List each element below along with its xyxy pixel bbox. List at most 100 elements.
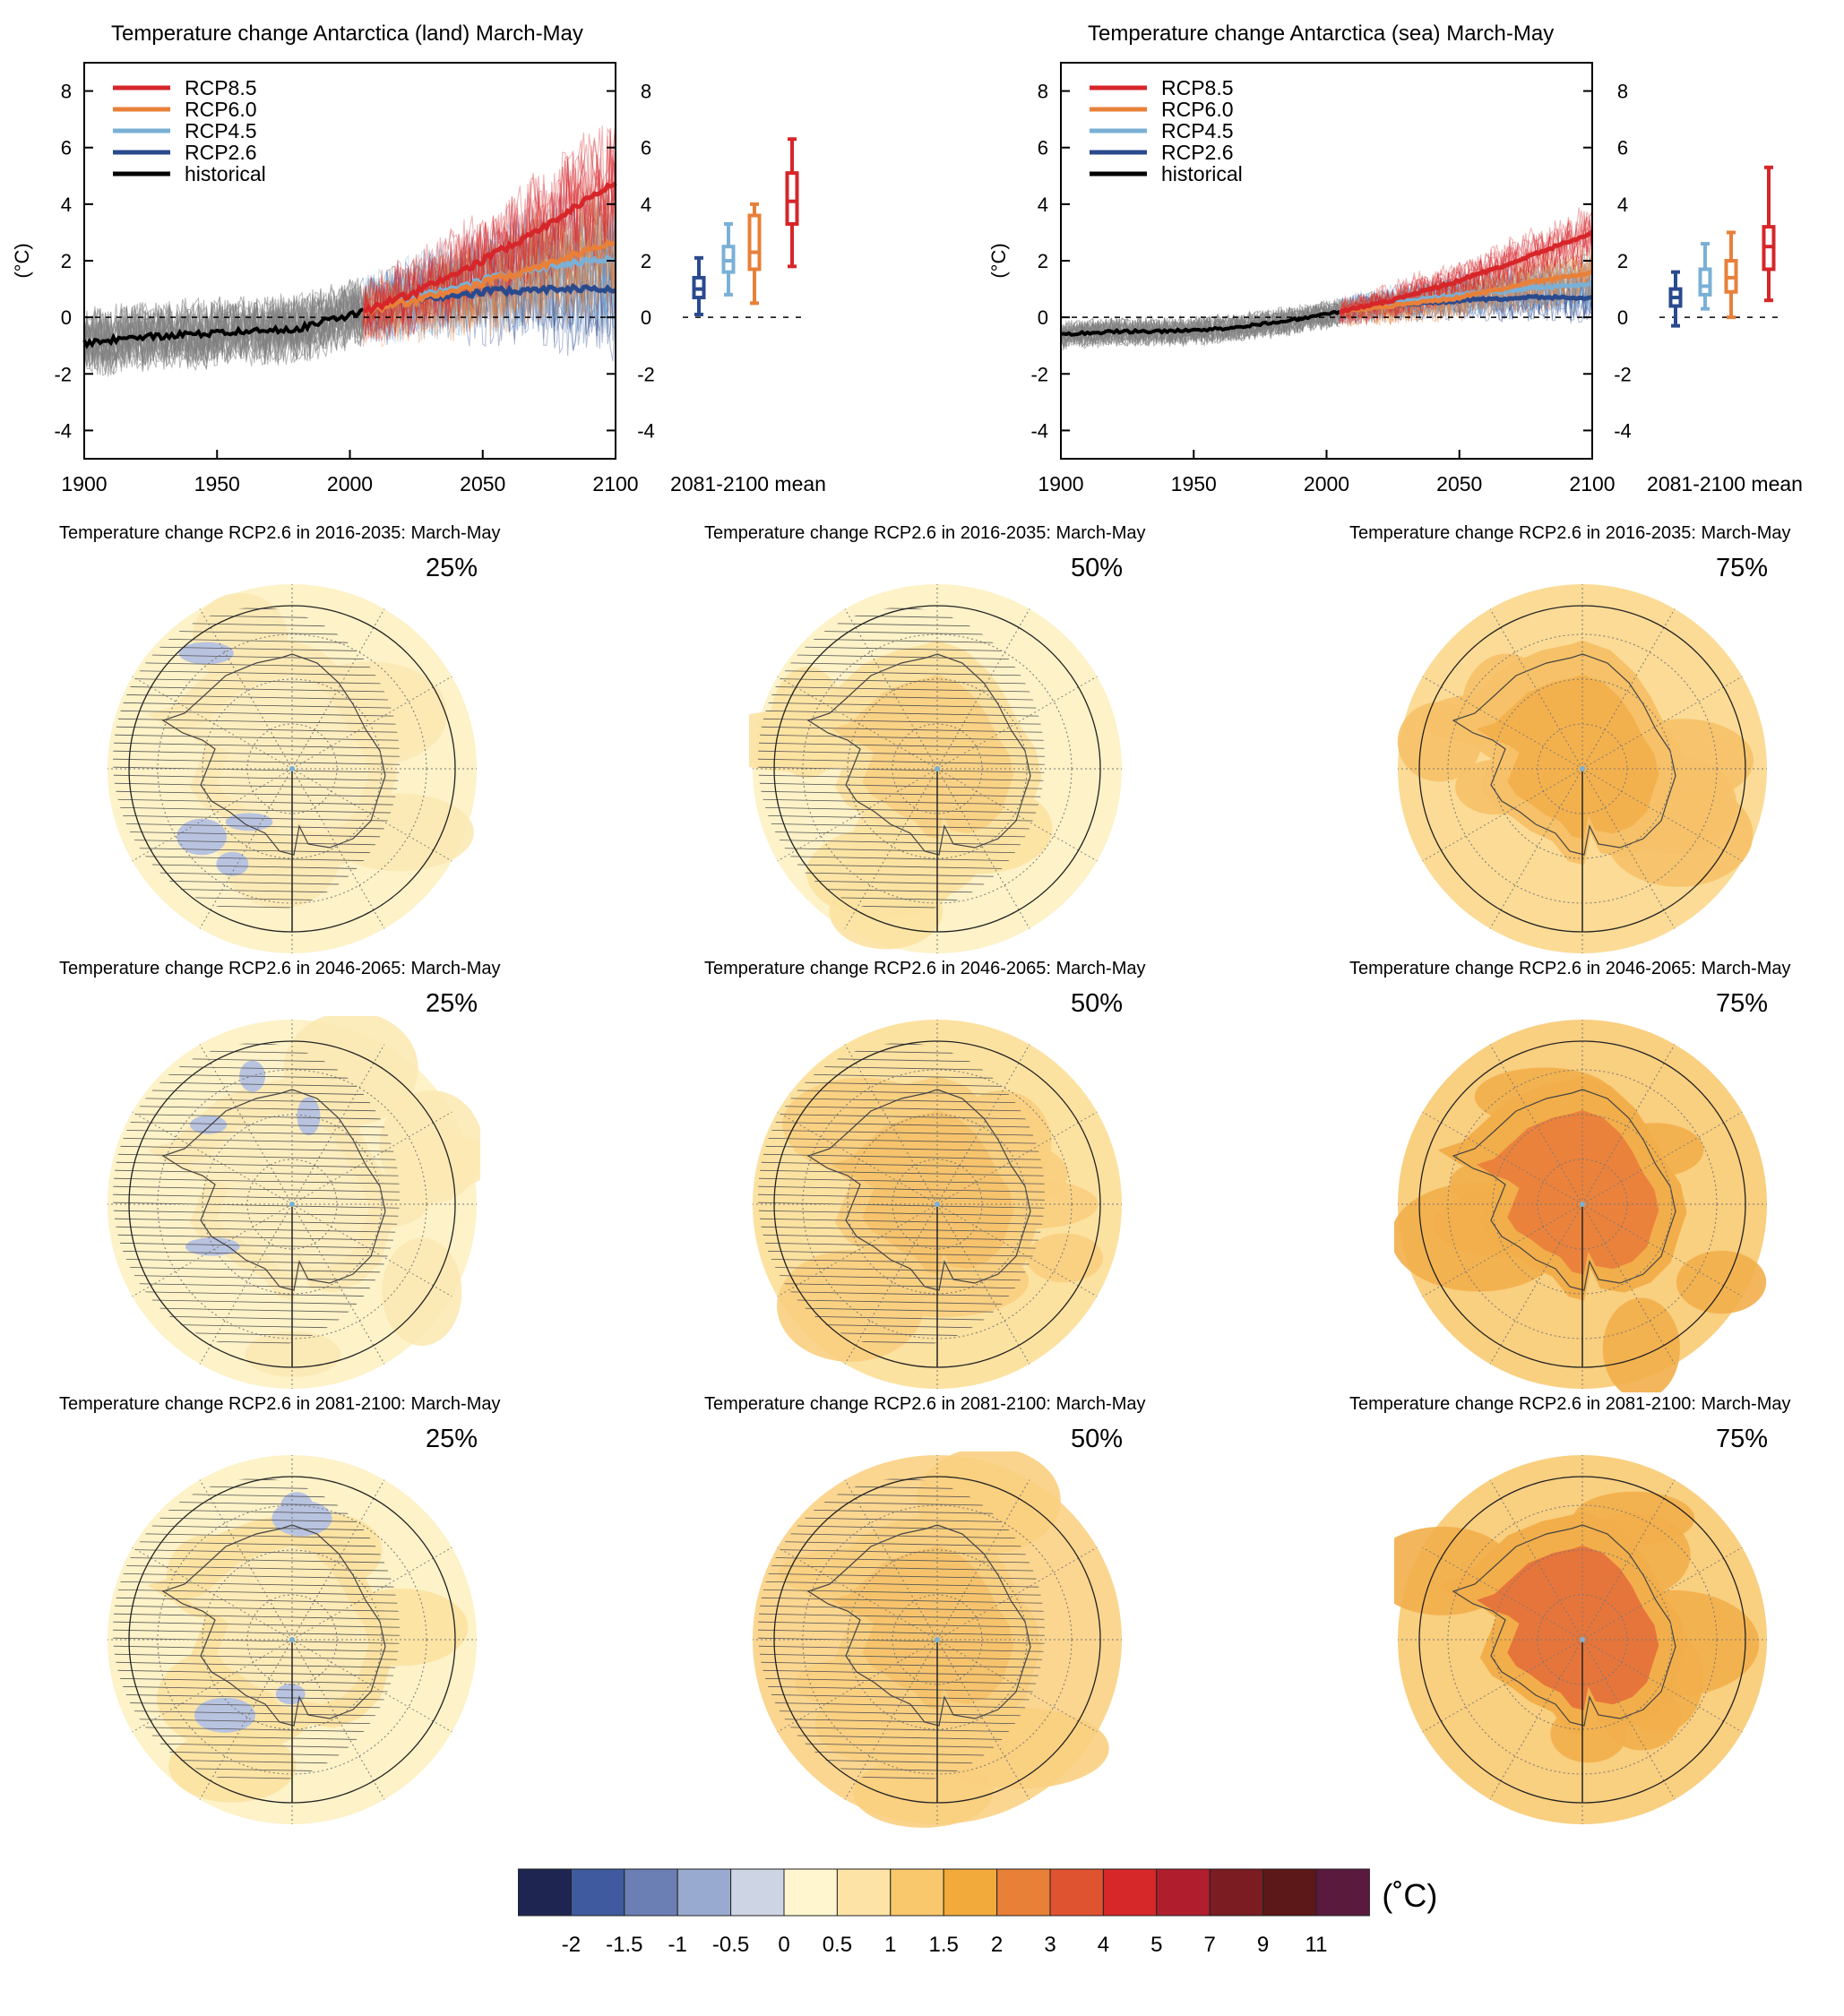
meridian [291, 1044, 385, 1205]
meridian [1581, 768, 1676, 929]
meridian [1489, 1203, 1583, 1365]
meridian [936, 1044, 1030, 1205]
x-tick-label: 2050 [460, 472, 505, 495]
meridian [291, 1546, 452, 1641]
map-percentile-label: 25% [426, 1425, 478, 1453]
meridian [199, 608, 293, 770]
coastline [806, 653, 1031, 856]
series-line-RCP6.0 [1339, 269, 1593, 315]
anomaly-patch [1476, 1110, 1659, 1275]
ensemble-member [1339, 267, 1592, 323]
coastline [161, 1524, 386, 1727]
ensemble-member [362, 178, 616, 325]
meridian [777, 1203, 938, 1297]
map-title: Temperature change RCP2.6 in 2081-2100: … [1349, 1394, 1791, 1414]
colorbar-swatch [1156, 1868, 1211, 1917]
meridian [1489, 608, 1583, 770]
y-tick-label: 4 [641, 194, 651, 216]
x-tick-label: 1950 [1171, 472, 1217, 495]
legend-label: RCP8.5 [185, 76, 257, 99]
meridian [132, 1546, 293, 1641]
colorbar-label: 4 [1098, 1933, 1109, 1957]
y-tick-label: 2 [61, 250, 72, 272]
meridian [132, 1639, 293, 1733]
map-panel: Temperature change RCP2.6 in 2016-2035: … [1290, 518, 1844, 955]
cooling-patch [178, 642, 234, 665]
cooling-patch [225, 813, 273, 831]
x-tick-label: 2000 [327, 472, 373, 495]
colorbar-swatch [1102, 1868, 1158, 1917]
polar-map [753, 1452, 1122, 1828]
box-RCP8.5 [785, 171, 799, 226]
meridian [936, 1111, 1098, 1205]
ensemble-member [1340, 207, 1592, 322]
legend-label: RCP6.0 [185, 98, 257, 121]
polar-map [1394, 1020, 1767, 1392]
meridian [132, 676, 293, 770]
legend-label: RCP2.6 [1161, 141, 1234, 164]
anomaly-patch [930, 1708, 1109, 1789]
colorbar-label: -0.5 [712, 1933, 749, 1957]
ensemble-member [362, 213, 616, 329]
y-tick-label: -4 [1614, 419, 1632, 442]
meridian [1422, 1639, 1583, 1733]
ensemble-member [1339, 259, 1592, 324]
meridian [132, 1111, 293, 1205]
series-line-RCP8.5 [363, 181, 617, 315]
meridian [844, 1479, 938, 1641]
anomaly-patch [853, 1757, 993, 1828]
colorbar-swatch [730, 1868, 785, 1917]
polar-map [108, 1455, 477, 1824]
map-title: Temperature change RCP2.6 in 2016-2035: … [1349, 523, 1791, 543]
colorbar-label: -1 [668, 1933, 687, 1957]
meridian [844, 1044, 938, 1205]
meridian [199, 1639, 293, 1800]
y-axis-label: (°C) [987, 243, 1010, 278]
colorbar-swatch [996, 1868, 1051, 1917]
coastline [1452, 653, 1676, 856]
x-tick-label: 2000 [1304, 472, 1349, 495]
anomaly-patch [185, 675, 369, 840]
colorbar-label: 5 [1150, 1933, 1162, 1957]
anomaly-patch [1026, 1233, 1103, 1283]
x-tick-label: 2100 [592, 472, 638, 495]
meridian [844, 1203, 938, 1365]
meridian [291, 1203, 452, 1297]
box-axis-label: 2081-2100 mean [1647, 472, 1803, 495]
polar-map [108, 1016, 480, 1389]
map-panel: Temperature change RCP2.6 in 2046-2065: … [0, 953, 615, 1391]
colorbar-label: -2 [562, 1933, 581, 1957]
meridian [936, 1203, 1030, 1365]
meridian [844, 1639, 938, 1800]
ensemble-member [362, 189, 616, 335]
timeseries-chart-land: 8 8 6 6 4 4 2 2 0 0 -2 -2 -4 -4 1900 1950 2000 2050 2100 (°… [11, 62, 826, 495]
polar-map [1397, 584, 1767, 953]
x-tick-label: 1950 [194, 472, 240, 495]
meridian [1581, 1639, 1743, 1733]
meridian [1581, 1111, 1743, 1205]
meridian [1489, 1639, 1583, 1800]
colorbar-swatch [783, 1868, 838, 1917]
meridian [777, 1111, 938, 1205]
meridian [1581, 676, 1743, 770]
south-pole-marker [289, 766, 295, 771]
ensemble-member [362, 228, 616, 346]
anomaly-patch [831, 1546, 1014, 1710]
chart-title: Temperature change Antarctica (sea) Marc… [1088, 22, 1555, 46]
ensemble-member [1339, 220, 1592, 321]
polar-map [1394, 1455, 1767, 1824]
meridian [291, 1639, 452, 1733]
meridian [291, 768, 385, 929]
box-axis-label: 2081-2100 mean [670, 472, 826, 495]
ensemble-member [84, 295, 364, 375]
y-tick-label: 6 [61, 137, 72, 159]
map-percentile-label: 50% [1071, 989, 1124, 1018]
meridian [936, 1546, 1098, 1641]
meridian [291, 1203, 385, 1365]
y-tick-label: 0 [641, 306, 651, 329]
anomaly-patch [1676, 1250, 1767, 1314]
cooling-patch [275, 1684, 306, 1705]
meridian [199, 1044, 293, 1205]
ensemble-member [1340, 256, 1592, 328]
meridian [936, 768, 1098, 862]
